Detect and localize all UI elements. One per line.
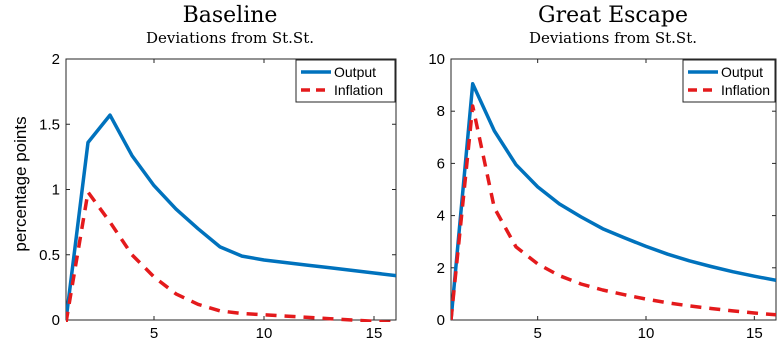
legend-box <box>682 59 776 103</box>
x-tick-label: 15 <box>366 325 383 342</box>
great-escape-panel: Great Escape Deviations from St.St. 0 2 4 6… <box>428 3 777 342</box>
x-tick-label: 5 <box>150 325 158 342</box>
legend-label: Inflation <box>721 82 770 98</box>
legend: Output Inflation <box>295 59 396 103</box>
series-line-output <box>66 113 396 321</box>
y-tick-label: 2 <box>52 51 60 68</box>
legend: Output Inflation <box>682 59 776 103</box>
x-tick-label: 15 <box>746 325 763 342</box>
y-axis-label: percentage points <box>11 116 30 251</box>
plot-area: 0 0.5 1 1.5 2 5 10 15 Output Inflation <box>39 51 397 342</box>
legend-label: Output <box>334 64 376 80</box>
axes-box <box>450 58 777 321</box>
y-tick-label: 8 <box>437 103 445 120</box>
y-tick-label: 2 <box>437 260 445 277</box>
legend-label: Output <box>721 64 763 80</box>
legend-box <box>295 59 396 103</box>
x-tick-label: 5 <box>533 325 541 342</box>
y-tick-label: 0.5 <box>39 247 60 264</box>
series-line-inflation <box>66 190 396 322</box>
y-tick-label: 0 <box>52 312 60 329</box>
series-line-output <box>451 82 776 321</box>
y-tick-label: 4 <box>437 208 445 225</box>
y-tick-label: 0 <box>437 312 445 329</box>
y-tick-label: 1.5 <box>39 116 60 133</box>
x-tick-label: 10 <box>638 325 655 342</box>
baseline-panel: Baseline Deviations from St.St. percenta… <box>11 3 397 342</box>
y-tick-label: 1 <box>52 182 60 199</box>
panel-subtitle: Deviations from St.St. <box>146 29 314 47</box>
panel-title: Great Escape <box>538 3 688 28</box>
y-tick-label: 6 <box>437 155 445 172</box>
x-tick-label: 10 <box>256 325 273 342</box>
panel-title: Baseline <box>183 3 278 28</box>
plot-area: 0 2 4 6 8 10 5 10 15 Output Inflation <box>428 51 777 342</box>
panel-subtitle: Deviations from St.St. <box>529 29 697 47</box>
legend-label: Inflation <box>334 82 383 98</box>
y-tick-label: 10 <box>428 51 445 68</box>
